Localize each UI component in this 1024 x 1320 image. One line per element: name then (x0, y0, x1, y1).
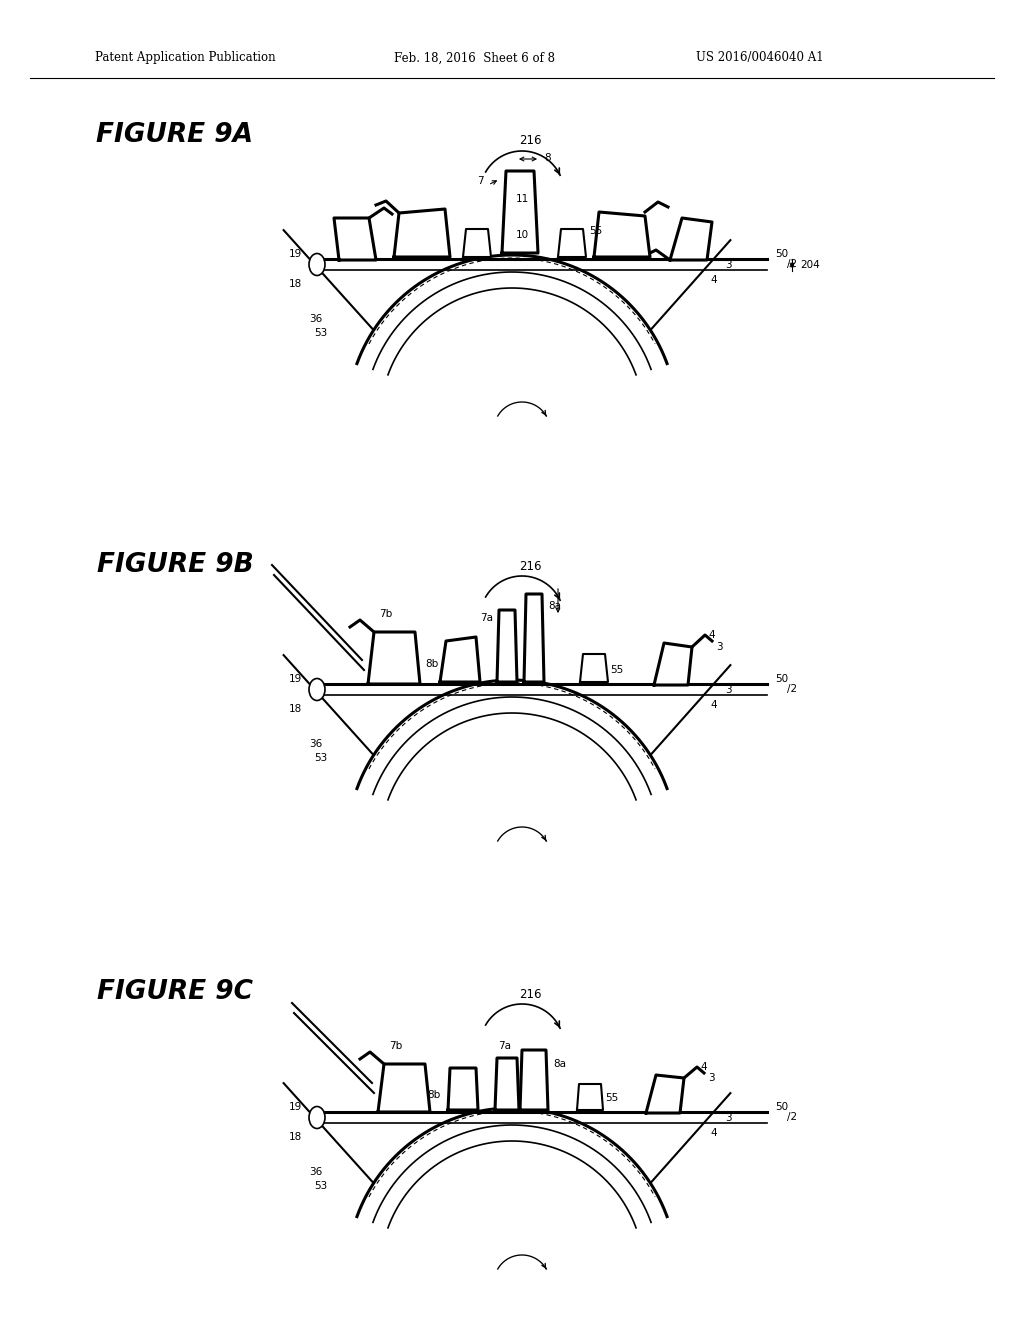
Text: 7: 7 (477, 176, 484, 186)
Text: 53: 53 (313, 327, 327, 338)
Text: 216: 216 (519, 987, 542, 1001)
Text: 4: 4 (711, 1129, 717, 1138)
Text: 36: 36 (309, 1167, 322, 1177)
Text: 3: 3 (725, 260, 732, 271)
Polygon shape (580, 653, 608, 682)
Polygon shape (368, 632, 420, 684)
Polygon shape (495, 1059, 519, 1110)
Text: Feb. 18, 2016  Sheet 6 of 8: Feb. 18, 2016 Sheet 6 of 8 (394, 51, 555, 65)
Polygon shape (520, 1049, 548, 1110)
Polygon shape (558, 228, 586, 257)
Text: 8b: 8b (427, 1090, 440, 1100)
Text: 10: 10 (515, 230, 528, 240)
Text: FIGURE 9B: FIGURE 9B (96, 552, 253, 578)
Text: 8a: 8a (553, 1059, 566, 1069)
Text: /2: /2 (787, 259, 797, 269)
Text: 3: 3 (708, 1073, 715, 1082)
Text: 55: 55 (589, 226, 602, 236)
Polygon shape (646, 1074, 684, 1113)
Text: 18: 18 (289, 704, 302, 714)
Polygon shape (670, 218, 712, 260)
Text: 216: 216 (519, 560, 542, 573)
Text: 7a: 7a (480, 612, 493, 623)
Text: 7b: 7b (379, 609, 392, 619)
Text: 7a: 7a (499, 1041, 512, 1051)
Text: 216: 216 (519, 135, 542, 148)
Polygon shape (440, 638, 480, 682)
Text: 3: 3 (725, 1113, 732, 1123)
Ellipse shape (309, 253, 325, 276)
Text: 4: 4 (711, 275, 717, 285)
Text: FIGURE 9C: FIGURE 9C (97, 979, 253, 1005)
Polygon shape (378, 1064, 430, 1111)
Text: 8a: 8a (548, 601, 561, 611)
Text: 4: 4 (708, 630, 715, 640)
Text: 11: 11 (515, 194, 528, 205)
Polygon shape (497, 610, 517, 682)
Polygon shape (577, 1084, 603, 1110)
Polygon shape (334, 218, 376, 260)
Text: FIGURE 9A: FIGURE 9A (96, 121, 254, 148)
Text: 19: 19 (289, 1102, 302, 1111)
Text: 50: 50 (775, 249, 788, 259)
Text: 53: 53 (313, 752, 327, 763)
Polygon shape (502, 172, 538, 253)
Text: 50: 50 (775, 1102, 788, 1111)
Text: 55: 55 (610, 665, 624, 675)
Polygon shape (394, 209, 450, 257)
Text: 4: 4 (711, 700, 717, 710)
Text: 53: 53 (313, 1181, 327, 1191)
Text: 36: 36 (309, 314, 322, 323)
Ellipse shape (309, 678, 325, 701)
Polygon shape (463, 228, 490, 257)
Text: 55: 55 (605, 1093, 618, 1104)
Text: 4: 4 (700, 1063, 707, 1072)
Text: 19: 19 (289, 675, 302, 684)
Polygon shape (654, 643, 692, 685)
Text: Patent Application Publication: Patent Application Publication (94, 51, 275, 65)
Text: /2: /2 (787, 684, 797, 694)
Polygon shape (524, 594, 544, 682)
Text: 18: 18 (289, 279, 302, 289)
Text: 8b: 8b (425, 659, 438, 669)
Text: 36: 36 (309, 739, 322, 748)
Text: 204: 204 (800, 260, 820, 271)
Polygon shape (449, 1068, 478, 1110)
Text: 3: 3 (716, 642, 723, 652)
Text: 18: 18 (289, 1133, 302, 1142)
Ellipse shape (309, 1106, 325, 1129)
Polygon shape (594, 213, 650, 257)
Text: /2: /2 (787, 1111, 797, 1122)
Text: US 2016/0046040 A1: US 2016/0046040 A1 (696, 51, 824, 65)
Text: 3: 3 (725, 685, 732, 696)
Text: 50: 50 (775, 675, 788, 684)
Text: 8: 8 (544, 153, 551, 162)
Text: 19: 19 (289, 249, 302, 259)
Text: 7b: 7b (389, 1041, 402, 1051)
